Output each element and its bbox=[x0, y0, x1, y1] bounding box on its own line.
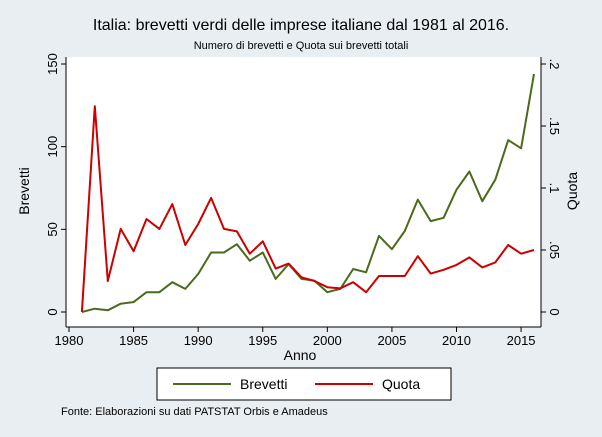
series-line-quota bbox=[80, 105, 535, 313]
x-tick-label: 2010 bbox=[442, 333, 471, 348]
x-tick-label: 1995 bbox=[248, 333, 277, 348]
right-tick-label: .2 bbox=[547, 59, 562, 70]
x-tick-label: 2000 bbox=[313, 333, 342, 348]
plot-area bbox=[66, 57, 541, 327]
x-tick-label: 2015 bbox=[507, 333, 536, 348]
chart-subtitle: Numero di brevetti e Quota sui brevetti … bbox=[194, 40, 409, 52]
left-tick-label: 0 bbox=[45, 308, 60, 315]
series-layer bbox=[80, 73, 535, 313]
legend-label-quota: Quota bbox=[382, 376, 420, 392]
x-tick-label: 2005 bbox=[377, 333, 406, 348]
legend-label-brevetti: Brevetti bbox=[240, 376, 287, 392]
x-tick-label: 1980 bbox=[55, 333, 84, 348]
right-tick-label: .05 bbox=[547, 241, 562, 259]
x-axis: 1980 1985 1990 1995 2000 2005 2010 2015 bbox=[55, 326, 541, 348]
right-tick-label: 0 bbox=[547, 308, 562, 315]
x-tick-label: 1990 bbox=[184, 333, 213, 348]
y-axis-label: Brevetti bbox=[16, 167, 32, 214]
left-tick-label: 100 bbox=[45, 136, 60, 158]
right-y-axis: 0 .05 .1 .15 .2 bbox=[540, 57, 562, 327]
left-tick-label: 150 bbox=[45, 53, 60, 75]
right-tick-label: .15 bbox=[547, 117, 562, 135]
left-y-axis: 0 50 100 150 bbox=[45, 53, 67, 327]
x-tick-label: 1985 bbox=[119, 333, 148, 348]
chart-title: Italia: brevetti verdi delle imprese ita… bbox=[93, 17, 509, 34]
x-axis-label: Anno bbox=[284, 347, 317, 363]
source-note: Fonte: Elaborazioni su dati PATSTAT Orbi… bbox=[61, 406, 328, 418]
left-tick-label: 50 bbox=[45, 222, 60, 236]
right-tick-label: .1 bbox=[547, 183, 562, 194]
y2-axis-label: Quota bbox=[564, 172, 580, 210]
legend: Brevetti Quota bbox=[156, 367, 452, 401]
